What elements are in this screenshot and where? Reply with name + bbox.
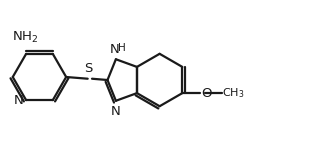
Text: N: N [110, 43, 120, 56]
Text: NH$_2$: NH$_2$ [12, 30, 38, 45]
Text: N: N [13, 94, 23, 107]
Text: O: O [201, 87, 211, 100]
Text: H: H [118, 43, 125, 53]
Text: N: N [111, 105, 121, 118]
Text: CH$_3$: CH$_3$ [222, 86, 245, 100]
Text: S: S [84, 62, 93, 75]
